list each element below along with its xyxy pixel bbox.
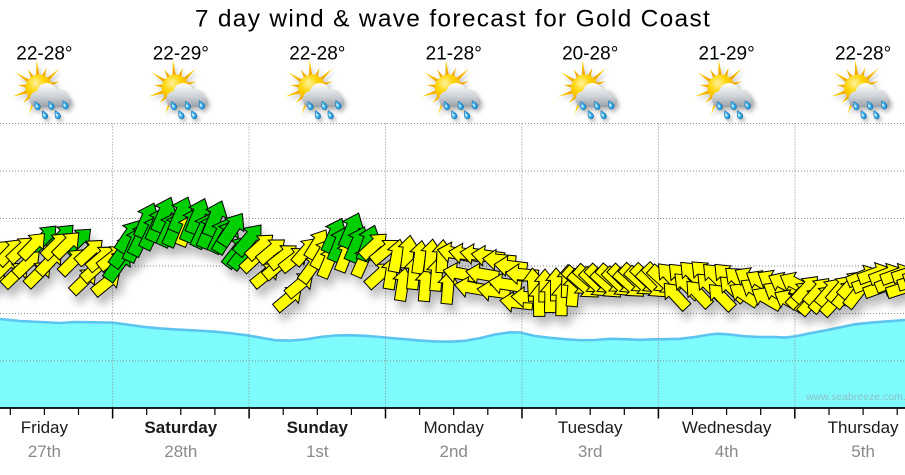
- svg-text:Sunday: Sunday: [287, 418, 349, 437]
- svg-text:www.seabreeze.com.au: www.seabreeze.com.au: [805, 391, 905, 403]
- svg-text:21-29°: 21-29°: [698, 44, 754, 65]
- svg-text:Wednesday: Wednesday: [682, 418, 772, 437]
- svg-text:Thursday: Thursday: [828, 418, 899, 437]
- svg-text:28th: 28th: [164, 442, 197, 461]
- svg-text:Saturday: Saturday: [144, 418, 217, 437]
- svg-text:27th: 27th: [28, 442, 61, 461]
- svg-text:21-28°: 21-28°: [426, 44, 482, 65]
- svg-text:4th: 4th: [715, 442, 739, 461]
- svg-text:Friday: Friday: [21, 418, 69, 437]
- svg-text:3rd: 3rd: [578, 442, 603, 461]
- svg-text:22-28°: 22-28°: [835, 44, 891, 65]
- svg-text:5th: 5th: [851, 442, 875, 461]
- svg-text:2nd: 2nd: [440, 442, 468, 461]
- svg-text:1st: 1st: [306, 442, 329, 461]
- svg-text:Tuesday: Tuesday: [558, 418, 623, 437]
- svg-text:22-29°: 22-29°: [153, 44, 209, 65]
- svg-text:Monday: Monday: [423, 418, 484, 437]
- svg-text:20-28°: 20-28°: [562, 44, 618, 65]
- svg-text:7 day wind & wave forecast for: 7 day wind & wave forecast for Gold Coas…: [195, 6, 711, 33]
- svg-text:22-28°: 22-28°: [289, 44, 345, 65]
- svg-text:22-28°: 22-28°: [16, 44, 72, 65]
